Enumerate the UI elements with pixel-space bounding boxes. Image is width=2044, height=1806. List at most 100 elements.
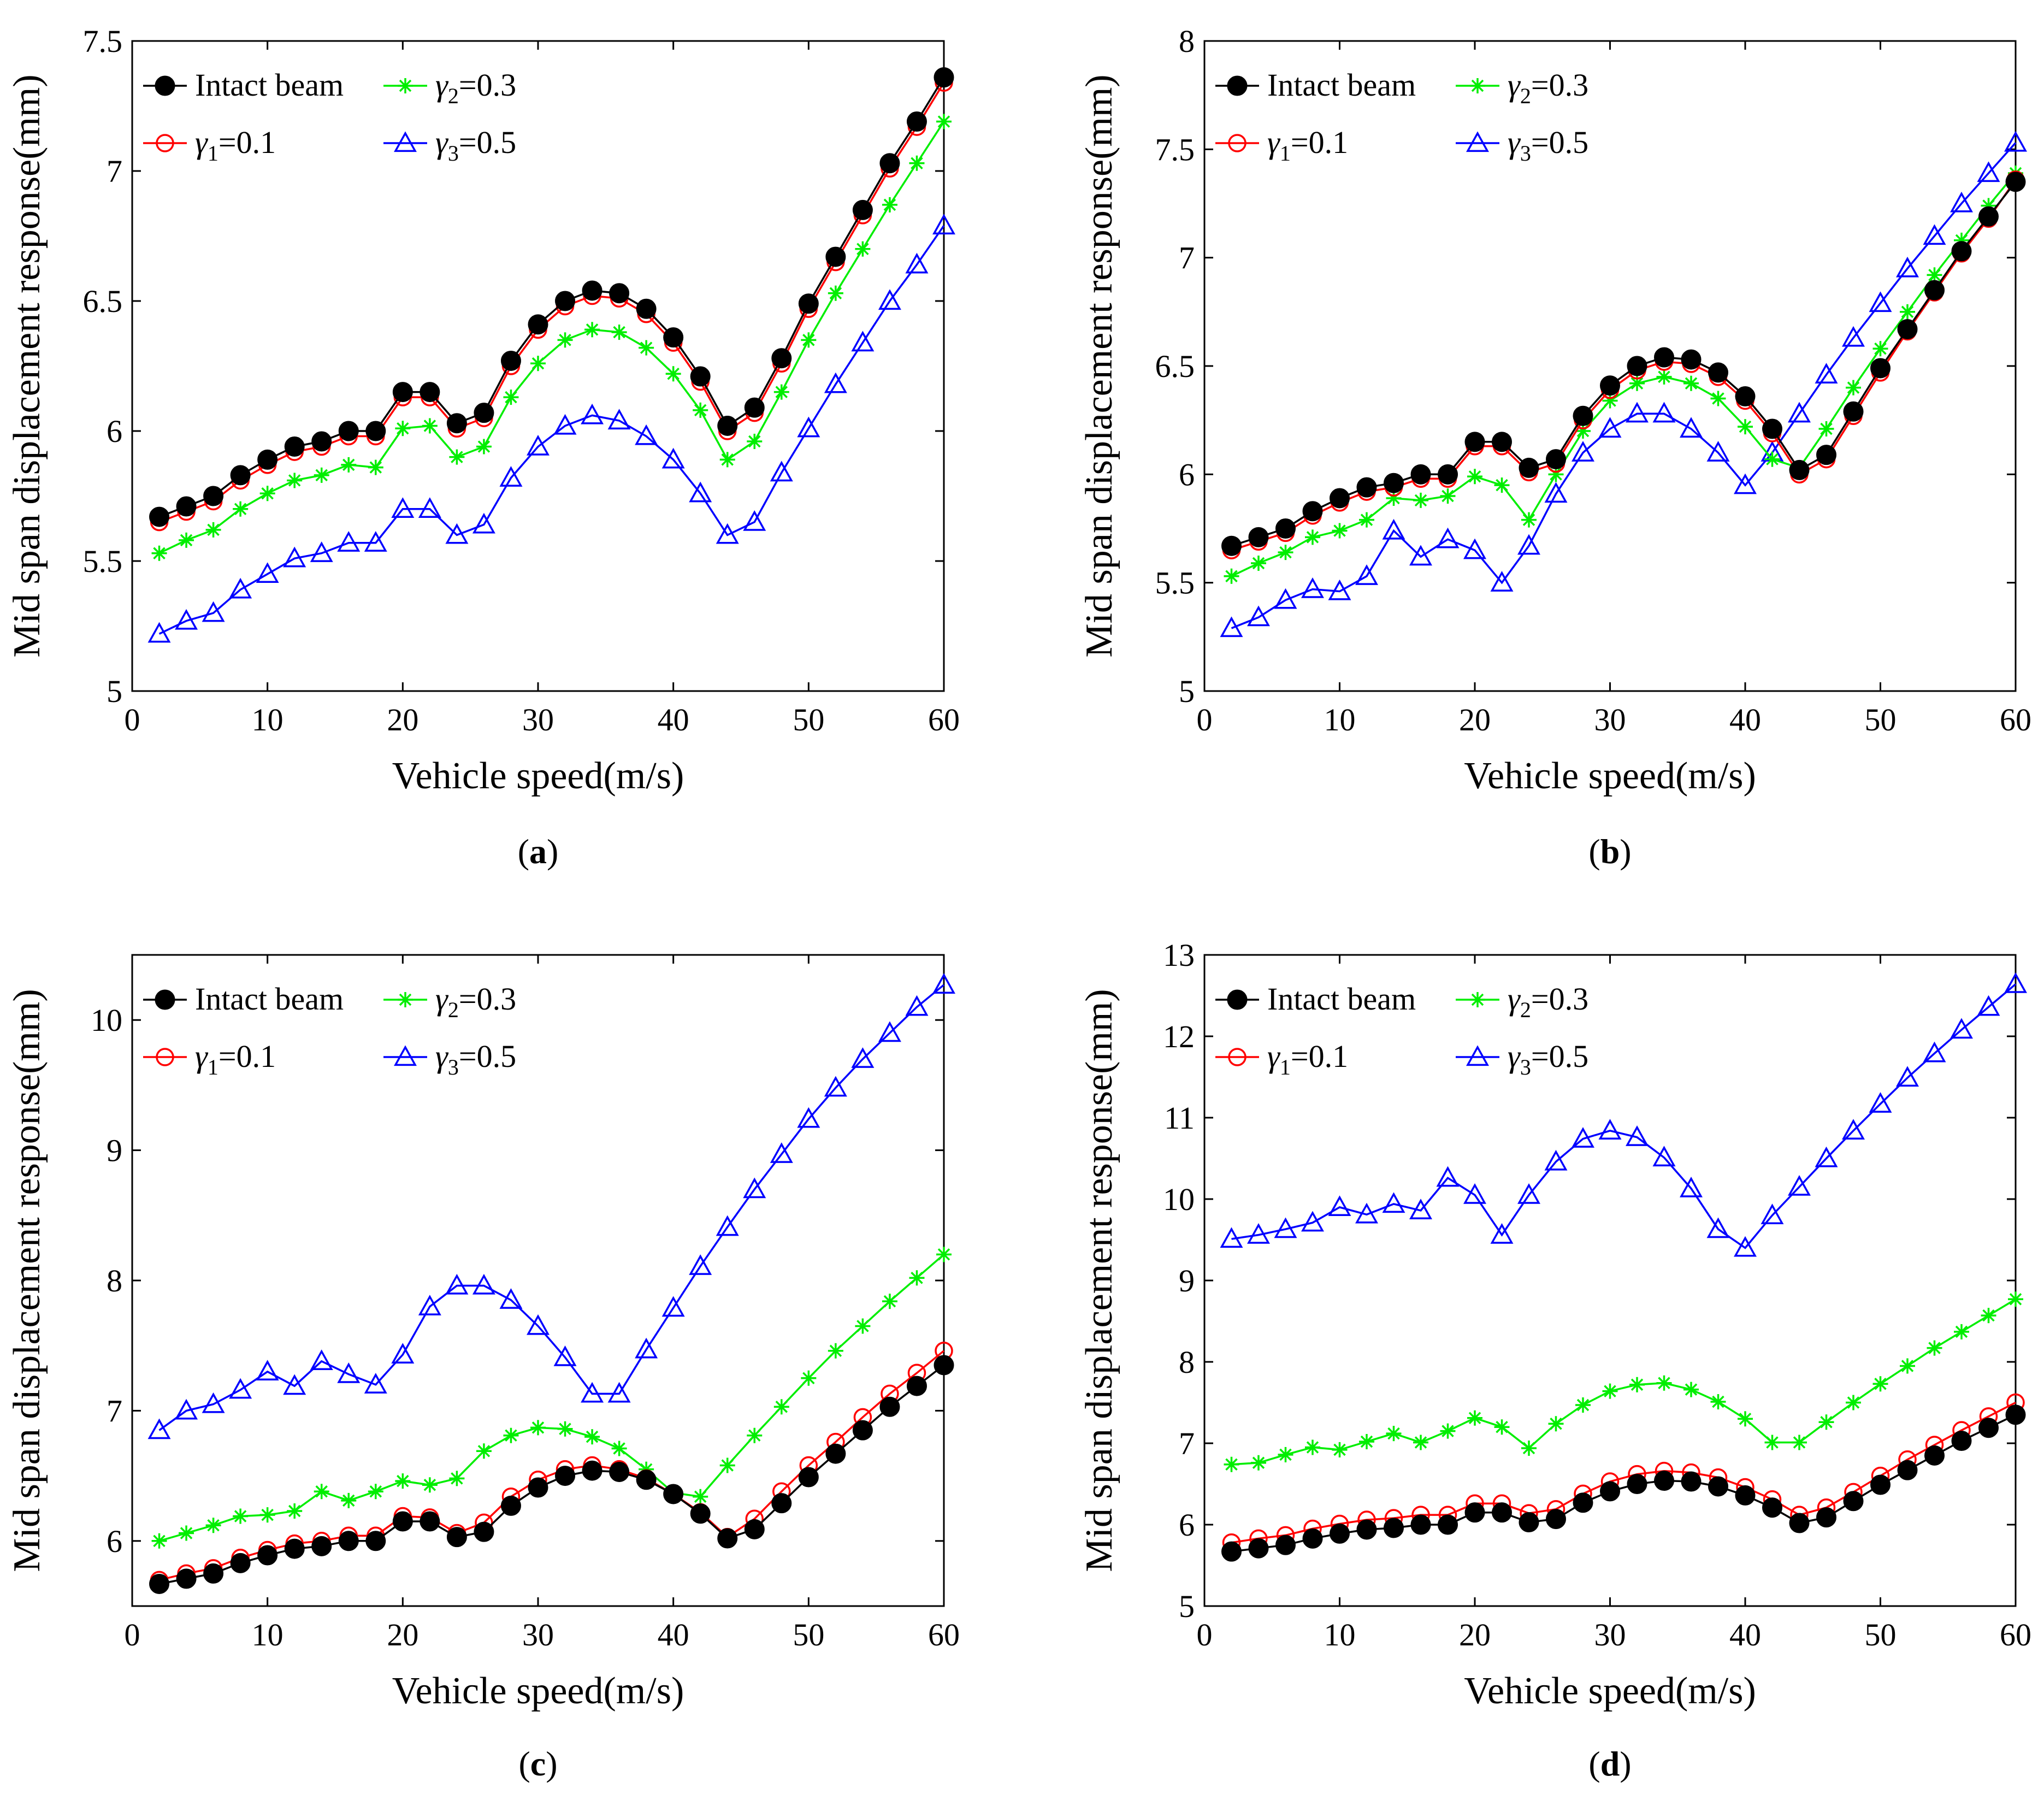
data-point-marker (1816, 1507, 1836, 1528)
data-point-marker (582, 1460, 602, 1481)
data-point-marker (418, 497, 441, 518)
data-point-marker (824, 372, 847, 393)
data-point-marker (420, 382, 440, 403)
data-point-marker (155, 989, 175, 1010)
data-point-marker (1789, 1513, 1810, 1533)
data-point-marker (1735, 1485, 1756, 1506)
data-point-marker (503, 1427, 519, 1443)
x-tick-label: 60 (928, 702, 960, 737)
data-point-marker (1251, 555, 1266, 571)
data-point-marker (422, 1477, 438, 1493)
data-point-marker (314, 1484, 329, 1500)
y-tick-label: 10 (91, 1002, 122, 1038)
legend-label: γ1=0.1 (195, 1038, 276, 1079)
data-point-marker (476, 439, 492, 455)
y-tick-label: 6.5 (1155, 349, 1195, 384)
data-point-marker (1735, 386, 1756, 407)
data-point-marker (341, 457, 357, 473)
data-point-marker (1816, 445, 1836, 465)
data-point-marker (1330, 1523, 1350, 1544)
legend-label: Intact beam (1267, 981, 1416, 1017)
data-point-marker (1275, 1534, 1296, 1555)
data-point-marker (1359, 1434, 1374, 1450)
data-point-marker (1386, 1426, 1402, 1442)
data-point-marker (2005, 172, 2026, 192)
data-point-marker (797, 1107, 820, 1128)
x-tick-label: 60 (2000, 702, 2031, 737)
data-point-marker (287, 1503, 303, 1519)
data-point-marker (1683, 1382, 1699, 1397)
data-point-marker (1248, 527, 1269, 547)
data-point-marker (747, 1427, 763, 1443)
data-point-marker (1869, 1092, 1892, 1113)
data-point-marker (391, 497, 415, 518)
x-tick-label: 40 (658, 702, 689, 737)
data-point-marker (906, 111, 927, 132)
data-point-marker (1464, 1502, 1485, 1523)
x-tick-label: 0 (1197, 702, 1213, 737)
data-point-marker (1220, 616, 1243, 638)
data-point-marker (1600, 375, 1620, 396)
x-tick-label: 50 (793, 702, 824, 737)
data-point-marker (1900, 304, 1915, 320)
data-point-marker (368, 1484, 383, 1500)
data-point-marker (555, 291, 576, 311)
data-point-marker (798, 293, 819, 314)
data-point-marker (203, 1563, 224, 1584)
y-tick-label: 6 (107, 414, 122, 449)
series-gamma2 (151, 114, 952, 561)
data-point-marker (557, 332, 573, 348)
legend-entry-intact-beam: Intact beam (143, 981, 344, 1017)
data-point-marker (1978, 206, 1999, 227)
x-tick-label: 40 (658, 1617, 689, 1652)
data-point-marker (2005, 1404, 2026, 1425)
x-tick-label: 60 (928, 1617, 960, 1652)
data-point-marker (882, 1294, 897, 1309)
data-point-marker (932, 973, 955, 994)
data-point-marker (1927, 267, 1942, 283)
legend-label: Intact beam (195, 981, 344, 1017)
data-point-marker (636, 1469, 657, 1490)
data-point-marker (202, 601, 225, 622)
data-point-marker (553, 414, 577, 435)
x-tick-label: 30 (1594, 702, 1626, 737)
data-point-marker (314, 467, 329, 483)
data-point-marker (719, 1457, 735, 1473)
data-point-marker (716, 1215, 739, 1236)
data-point-marker (716, 523, 739, 544)
data-point-marker (418, 1295, 441, 1315)
series-gamma3 (147, 214, 955, 643)
chart-panel-d: 0 10 20 30 40 50 60 5 6 7 8 9 10 11 12 13 Vehicle speed(… (1078, 937, 2031, 1783)
series-line (158, 225, 945, 635)
data-point-marker (364, 531, 387, 552)
data-point-marker (1224, 568, 1239, 584)
data-point-marker (1629, 375, 1645, 391)
data-point-marker (1598, 1119, 1622, 1140)
data-point-marker (1954, 232, 1969, 248)
data-point-marker (584, 322, 600, 338)
data-point-marker (499, 1288, 523, 1309)
data-point-marker (1470, 78, 1485, 93)
data-point-marker (1301, 577, 1324, 598)
chart-panel-c: 0 10 20 30 40 50 60 6 7 8 9 10 Vehicle speed(m/s) Mid… (6, 954, 960, 1783)
data-point-marker (341, 1492, 357, 1508)
y-tick-label: 7.5 (83, 23, 123, 59)
series-line (1231, 1298, 2016, 1466)
data-point-marker (1738, 1411, 1753, 1427)
data-point-marker (1788, 402, 1811, 423)
data-point-marker (905, 995, 929, 1016)
data-point-marker (1575, 1397, 1591, 1413)
data-point-marker (663, 1484, 684, 1504)
series-intact-beam (1221, 172, 2026, 556)
data-point-marker (500, 350, 521, 371)
data-point-marker (1843, 401, 1864, 422)
x-tick-label: 50 (1865, 702, 1897, 737)
y-tick-label: 11 (1164, 1100, 1195, 1136)
legend: Intact beam γ2=0.3 γ1=0.1 γ3=0.5 (1215, 67, 1588, 166)
data-point-marker (1652, 402, 1676, 423)
data-point-marker (1818, 421, 1834, 437)
data-point-marker (1654, 1471, 1674, 1491)
data-point-marker (1548, 467, 1564, 482)
data-point-marker (1494, 477, 1510, 493)
data-point-marker (1762, 418, 1782, 439)
